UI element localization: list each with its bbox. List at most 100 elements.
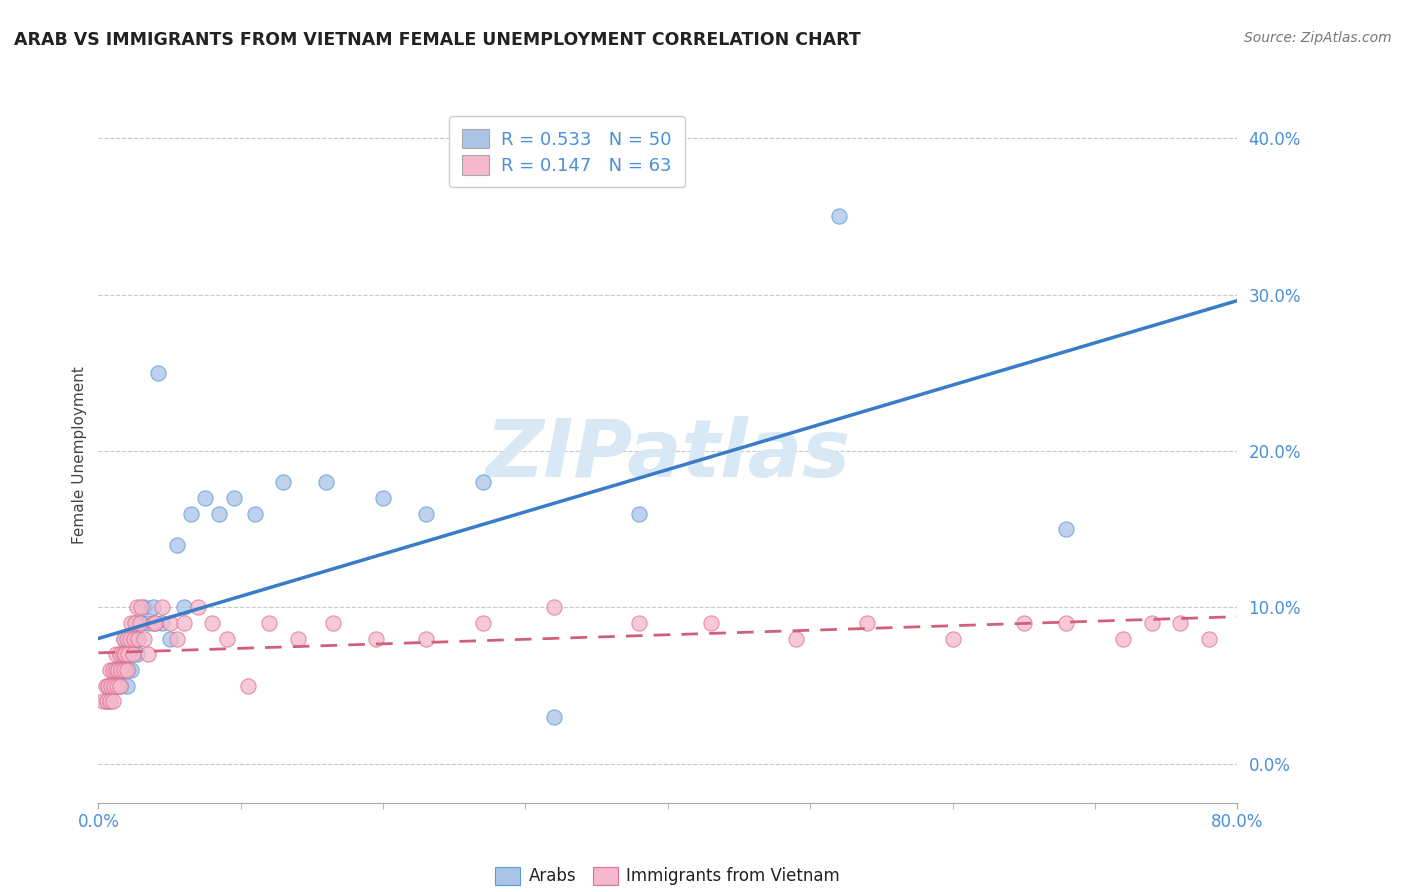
Point xyxy=(699,615,721,630)
Point xyxy=(127,632,149,646)
Point xyxy=(98,694,121,708)
Point xyxy=(1112,632,1135,646)
Point xyxy=(112,632,135,646)
Point xyxy=(121,647,143,661)
Point xyxy=(101,679,124,693)
Point xyxy=(173,615,195,630)
Point xyxy=(1140,615,1163,630)
Point xyxy=(145,615,167,630)
Point xyxy=(114,663,136,677)
Point xyxy=(118,632,141,646)
Point xyxy=(94,694,117,708)
Text: ARAB VS IMMIGRANTS FROM VIETNAM FEMALE UNEMPLOYMENT CORRELATION CHART: ARAB VS IMMIGRANTS FROM VIETNAM FEMALE U… xyxy=(14,31,860,49)
Point xyxy=(105,679,128,693)
Y-axis label: Female Unemployment: Female Unemployment xyxy=(72,366,87,544)
Point xyxy=(415,632,437,646)
Point xyxy=(243,507,266,521)
Point xyxy=(159,632,181,646)
Point xyxy=(471,615,494,630)
Point xyxy=(97,679,120,693)
Point xyxy=(98,663,121,677)
Point xyxy=(124,615,146,630)
Point xyxy=(127,632,149,646)
Point xyxy=(628,615,651,630)
Point xyxy=(96,694,118,708)
Point xyxy=(121,647,143,661)
Point xyxy=(107,663,129,677)
Point xyxy=(1170,615,1192,630)
Point xyxy=(100,679,122,693)
Point xyxy=(364,632,387,646)
Point xyxy=(828,210,851,224)
Point xyxy=(128,615,150,630)
Point xyxy=(97,679,120,693)
Point xyxy=(122,632,145,646)
Text: ZIPatlas: ZIPatlas xyxy=(485,416,851,494)
Point xyxy=(173,600,195,615)
Point xyxy=(236,679,259,693)
Point xyxy=(141,615,163,630)
Point xyxy=(115,679,138,693)
Point xyxy=(117,647,139,661)
Point xyxy=(136,647,159,661)
Point xyxy=(111,647,134,661)
Point xyxy=(628,507,651,521)
Point xyxy=(785,632,807,646)
Point xyxy=(415,507,437,521)
Point xyxy=(101,663,124,677)
Point xyxy=(194,491,217,505)
Point xyxy=(103,679,125,693)
Point xyxy=(120,615,142,630)
Point xyxy=(107,679,129,693)
Point xyxy=(148,366,170,380)
Point xyxy=(322,615,344,630)
Point xyxy=(101,694,124,708)
Point xyxy=(145,615,167,630)
Point xyxy=(471,475,494,490)
Point xyxy=(115,647,138,661)
Point xyxy=(125,600,148,615)
Point xyxy=(942,632,965,646)
Point xyxy=(315,475,337,490)
Point xyxy=(287,632,309,646)
Point xyxy=(1012,615,1035,630)
Point xyxy=(273,475,295,490)
Point xyxy=(208,507,231,521)
Point xyxy=(115,663,138,677)
Point xyxy=(110,679,132,693)
Point xyxy=(1056,522,1078,536)
Point xyxy=(259,615,281,630)
Point xyxy=(108,647,131,661)
Point xyxy=(373,491,395,505)
Point xyxy=(108,647,131,661)
Point xyxy=(215,632,238,646)
Point xyxy=(114,647,136,661)
Point xyxy=(94,679,117,693)
Point xyxy=(110,663,132,677)
Point xyxy=(108,663,131,677)
Point xyxy=(543,710,565,724)
Point xyxy=(129,600,152,615)
Point xyxy=(222,491,245,505)
Point xyxy=(166,538,188,552)
Text: Source: ZipAtlas.com: Source: ZipAtlas.com xyxy=(1244,31,1392,45)
Point xyxy=(115,632,138,646)
Point xyxy=(104,679,127,693)
Point xyxy=(117,663,139,677)
Point xyxy=(180,507,202,521)
Point xyxy=(152,600,174,615)
Point xyxy=(112,663,135,677)
Point xyxy=(201,615,224,630)
Point xyxy=(118,647,141,661)
Point xyxy=(152,615,174,630)
Point xyxy=(187,600,209,615)
Point xyxy=(98,694,121,708)
Point xyxy=(141,600,163,615)
Point xyxy=(120,663,142,677)
Point xyxy=(101,663,124,677)
Point xyxy=(132,632,155,646)
Point xyxy=(543,600,565,615)
Point xyxy=(125,647,148,661)
Point xyxy=(91,694,114,708)
Point xyxy=(111,663,134,677)
